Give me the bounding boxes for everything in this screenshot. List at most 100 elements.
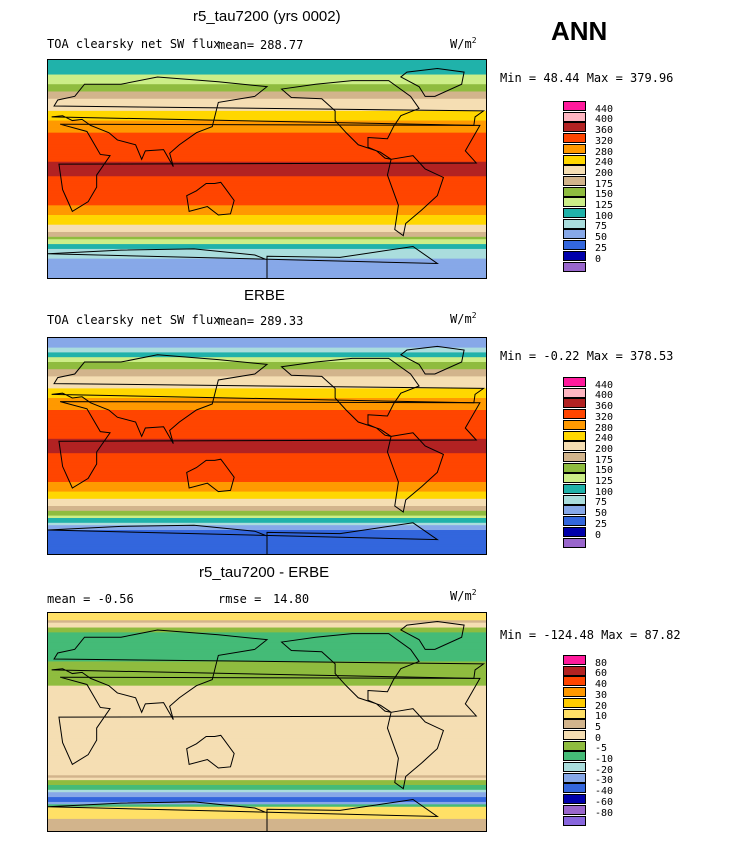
lat-band bbox=[48, 244, 486, 248]
lat-band bbox=[48, 748, 486, 752]
panel2-title: ERBE bbox=[244, 287, 285, 304]
lat-band bbox=[48, 458, 486, 461]
panel1-map bbox=[47, 59, 487, 279]
lat-band bbox=[48, 654, 486, 658]
legend-swatch bbox=[563, 665, 586, 676]
panel3-map bbox=[47, 612, 487, 832]
lat-band bbox=[48, 434, 486, 437]
lat-band bbox=[48, 615, 486, 619]
legend-swatch bbox=[563, 484, 586, 494]
lat-band bbox=[48, 89, 486, 93]
lat-band bbox=[48, 736, 486, 740]
legend-swatch bbox=[563, 815, 586, 826]
lat-band bbox=[48, 661, 486, 665]
lat-band bbox=[48, 142, 486, 146]
legend-tick-label: 320 bbox=[595, 411, 614, 423]
legend-swatch bbox=[563, 111, 586, 122]
lat-band bbox=[48, 503, 486, 507]
lat-band bbox=[48, 219, 486, 223]
lat-band bbox=[48, 84, 486, 88]
legend-tick-label: 125 bbox=[595, 476, 614, 487]
lat-band bbox=[48, 98, 486, 102]
panel2-legend: 440 400 360 320 280 240 200 175 150 125 100 75 50 25 0 bbox=[563, 377, 633, 550]
lat-band bbox=[48, 113, 486, 117]
lat-band bbox=[48, 474, 486, 478]
continent-outline bbox=[51, 76, 486, 167]
lat-band bbox=[48, 217, 486, 221]
lat-band bbox=[48, 702, 486, 706]
panel3-minmax: Min = -124.48 Max = 87.82 bbox=[500, 628, 681, 642]
lat-band bbox=[48, 72, 486, 76]
legend-tick-label: 10 bbox=[595, 711, 608, 723]
lat-band bbox=[48, 388, 486, 392]
lat-band bbox=[48, 797, 486, 801]
lat-band bbox=[48, 486, 486, 490]
lat-band bbox=[48, 200, 486, 204]
legend-tick-label: 280 bbox=[595, 422, 614, 434]
lat-band bbox=[48, 709, 486, 713]
lat-band bbox=[48, 639, 486, 643]
legend-swatch bbox=[563, 708, 586, 719]
continent-outline bbox=[399, 620, 465, 650]
continent-outline bbox=[386, 155, 445, 237]
lat-band bbox=[48, 441, 486, 445]
legend-swatch bbox=[563, 240, 586, 251]
lat-band bbox=[48, 751, 486, 755]
panel1-variable-label: TOA clearsky net SW flux bbox=[47, 37, 221, 51]
lat-band bbox=[48, 726, 486, 730]
legend-swatch bbox=[563, 165, 586, 176]
lat-band bbox=[48, 96, 486, 100]
lat-band bbox=[48, 366, 486, 370]
lat-band bbox=[48, 801, 486, 805]
legend-swatch bbox=[563, 740, 586, 751]
lat-band bbox=[48, 501, 486, 505]
lat-band bbox=[48, 520, 486, 524]
continent-outline bbox=[48, 245, 439, 278]
lat-band bbox=[48, 724, 486, 728]
panel2-mean-label: mean= bbox=[218, 314, 255, 328]
lat-band bbox=[48, 67, 486, 71]
lat-band bbox=[48, 522, 486, 526]
lat-band bbox=[48, 646, 486, 650]
lat-band bbox=[48, 760, 486, 764]
lat-band bbox=[48, 215, 486, 219]
legend-swatch bbox=[563, 154, 586, 165]
continent-outline bbox=[186, 181, 235, 216]
lat-band bbox=[48, 695, 486, 699]
lat-band bbox=[48, 248, 486, 252]
lat-band bbox=[48, 91, 486, 95]
lat-band bbox=[48, 513, 486, 517]
lat-band bbox=[48, 719, 486, 723]
lat-band bbox=[48, 185, 486, 189]
lat-band bbox=[48, 127, 486, 131]
lat-band bbox=[48, 770, 486, 774]
lat-band bbox=[48, 460, 486, 464]
legend-swatch bbox=[563, 719, 586, 730]
lat-band bbox=[48, 678, 486, 682]
legend-swatch bbox=[563, 218, 586, 229]
lat-band bbox=[48, 350, 486, 353]
continent-outline bbox=[58, 401, 481, 489]
panel1-mean-label: mean= bbox=[218, 38, 255, 52]
lat-band bbox=[48, 381, 486, 385]
lat-band bbox=[48, 378, 486, 382]
lat-band bbox=[48, 712, 486, 716]
lat-band bbox=[48, 359, 486, 363]
lat-band bbox=[48, 106, 486, 110]
lat-band bbox=[48, 395, 486, 399]
legend-swatch bbox=[563, 197, 586, 208]
legend-tick-label: 200 bbox=[595, 443, 614, 455]
legend-swatch bbox=[563, 175, 586, 186]
legend-tick-label: 320 bbox=[595, 135, 614, 147]
legend-swatch bbox=[563, 229, 586, 240]
lat-band bbox=[48, 789, 486, 793]
lat-band bbox=[48, 673, 486, 677]
lat-band bbox=[48, 746, 486, 750]
lat-band bbox=[48, 680, 486, 684]
lat-band bbox=[48, 120, 486, 124]
lat-band bbox=[48, 227, 486, 231]
lat-band bbox=[48, 496, 486, 500]
lat-band bbox=[48, 617, 486, 621]
lat-band bbox=[48, 690, 486, 694]
lat-band bbox=[48, 625, 486, 629]
